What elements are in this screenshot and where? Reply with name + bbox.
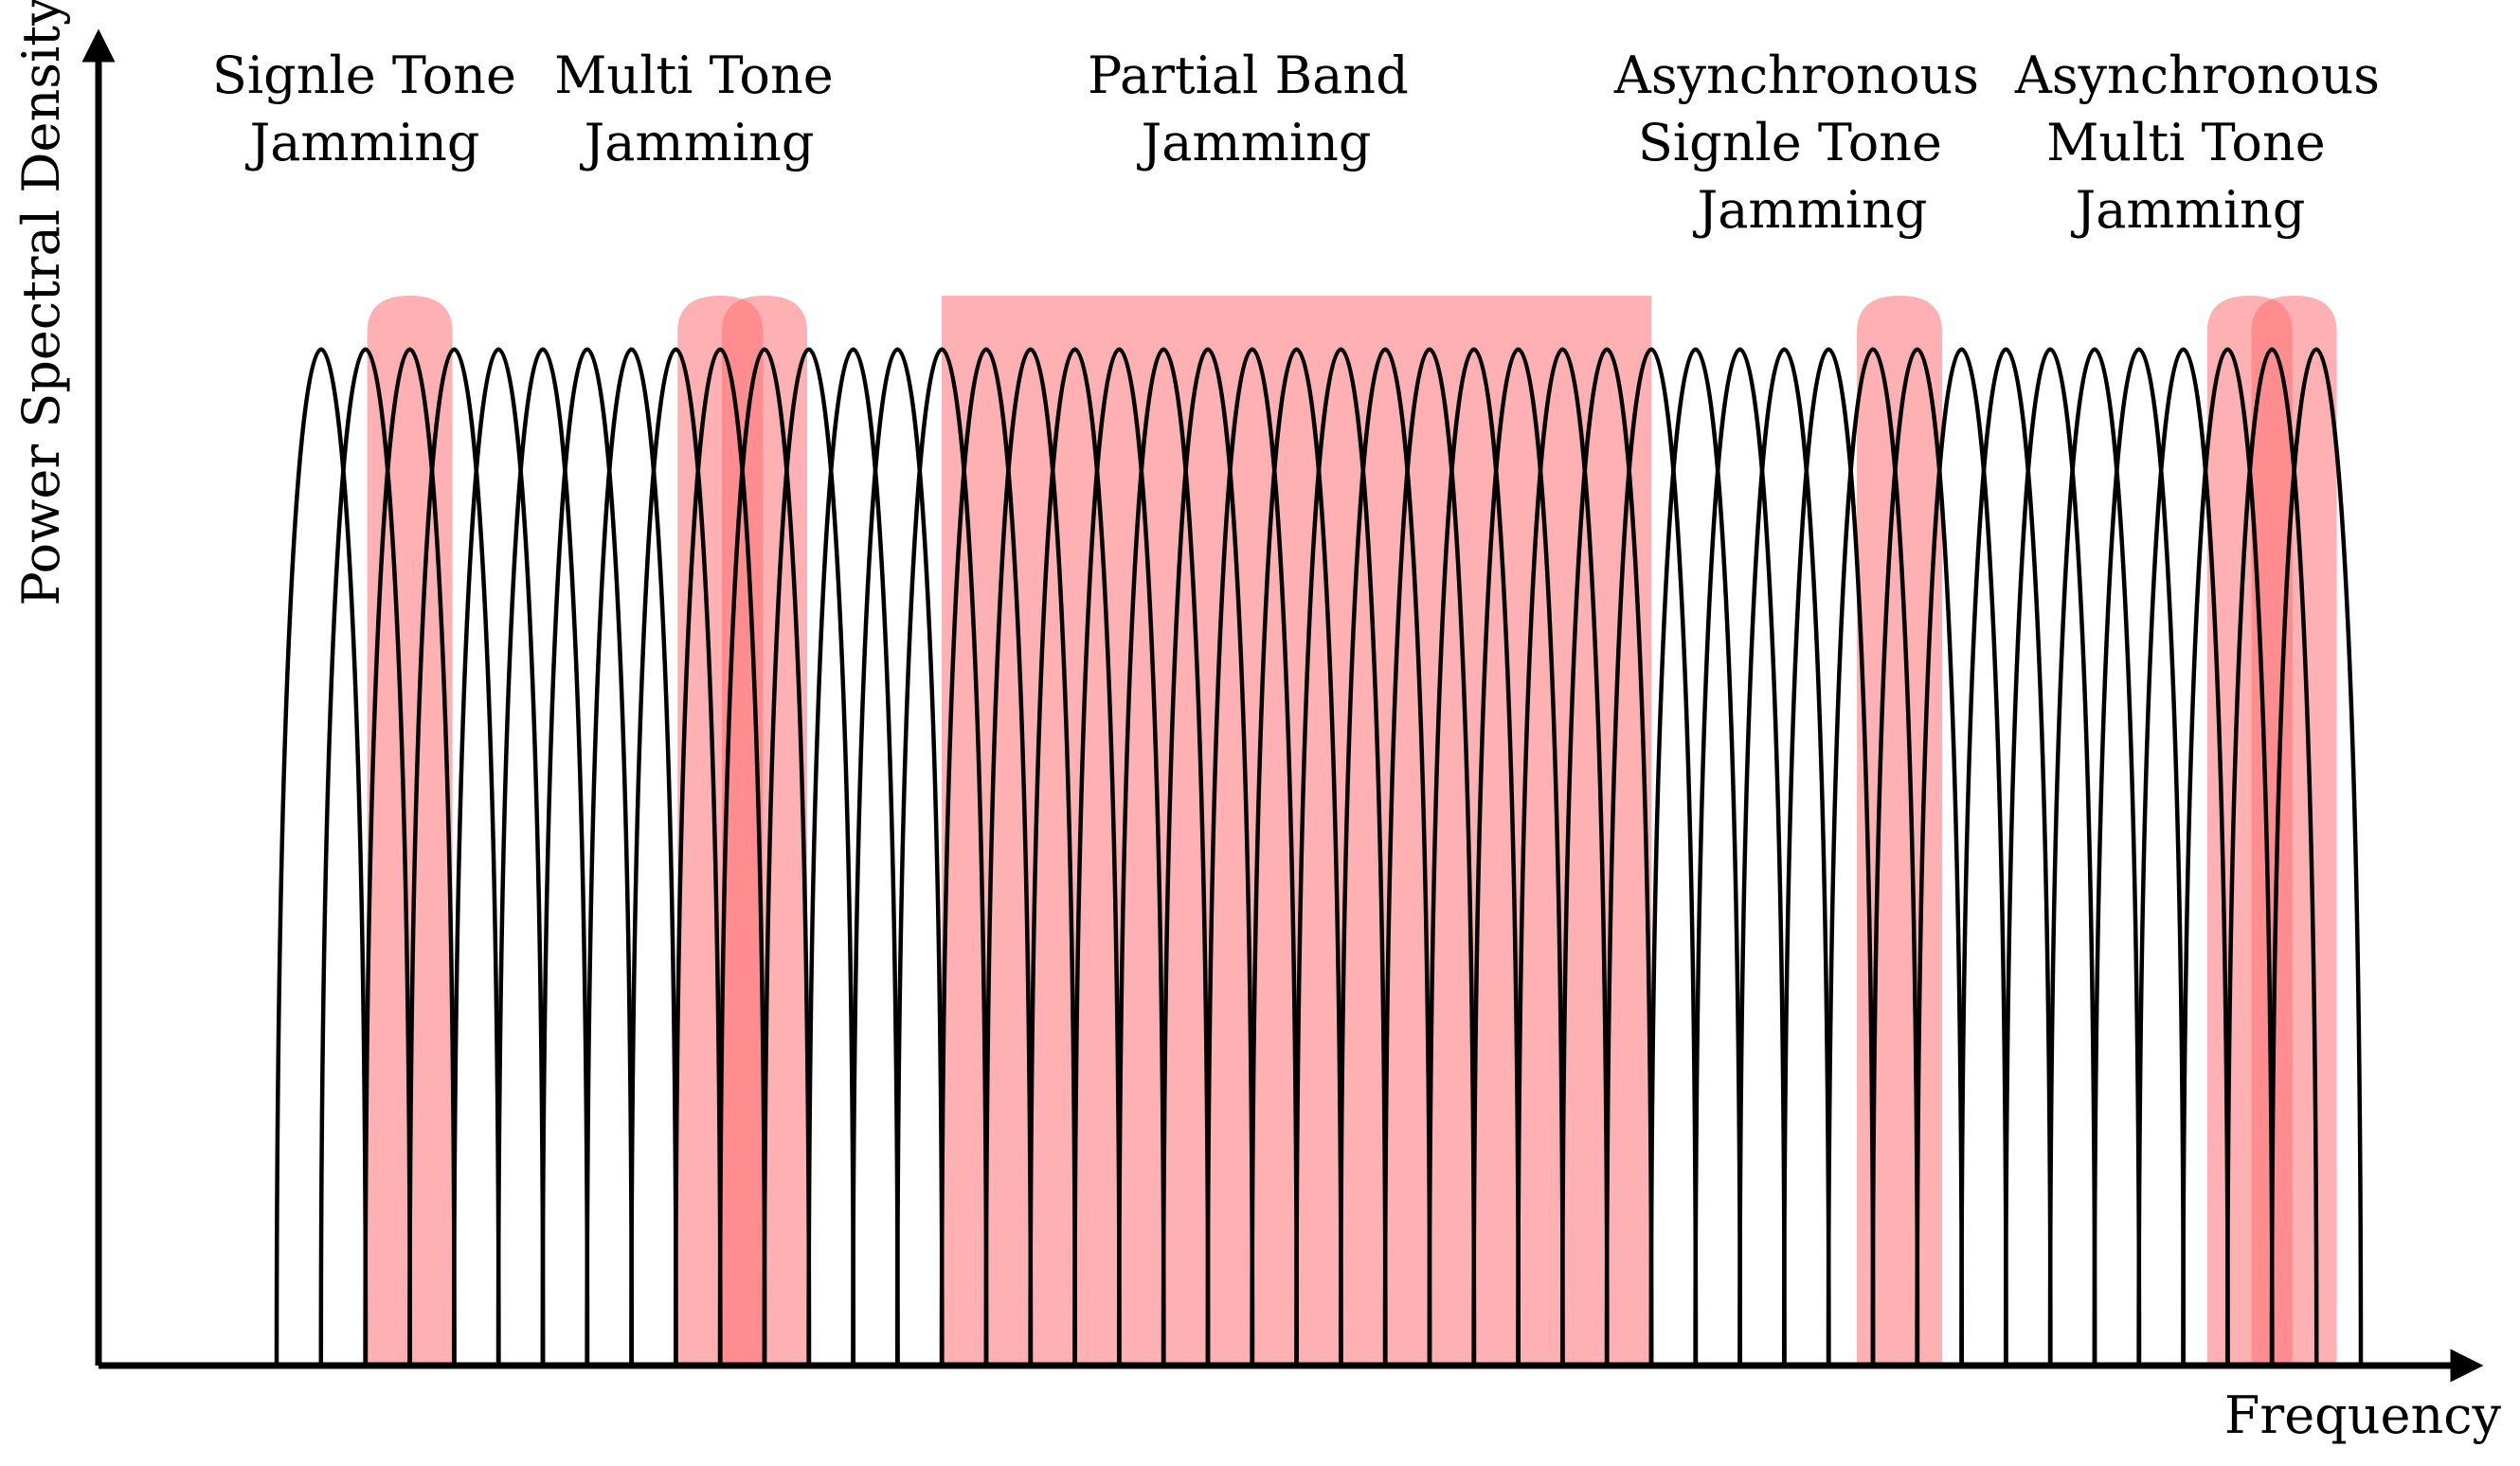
subcarrier-curve [407,347,501,1366]
subcarrier-curve [1648,347,1743,1366]
subcarrier-curve [762,347,856,1366]
subcarrier-curve [2003,347,2097,1366]
subcarrier-curve [1604,347,1699,1366]
subcarrier-curve [2181,347,2275,1366]
subcarrier-curve [1559,347,1654,1366]
label-line: Signle Tone [1638,113,1942,172]
subcarrier-curve [1205,347,1300,1366]
jamming-tone-async-single-tone [1857,296,1943,1366]
jamming-regions [367,296,2337,1366]
subcarrier-curve [274,347,369,1366]
subcarrier-curve [1382,347,1477,1366]
label-line: Jamming [2071,180,2306,240]
subcarrier-curve [2224,347,2319,1366]
subcarrier-curve [894,347,989,1366]
subcarrier-curve [1693,347,1787,1366]
subcarrier-curve [495,347,590,1366]
subcarrier-curve [673,347,767,1366]
subcarrier-curve [2269,347,2364,1366]
subcarrier-curve [1959,347,2053,1366]
subcarrier-curve [717,347,812,1366]
subcarrier-curve [1781,347,1876,1366]
label-async-multi-tone-jamming: Asynchronous Multi Tone Jamming [2014,45,2396,240]
label-line: Jamming [1137,113,1372,172]
subcarrier-curve [1826,347,1920,1366]
label-line: Multi Tone [554,45,834,105]
subcarrier-curve [363,347,457,1366]
subcarrier-curve [585,347,678,1366]
subcarrier-curve [1161,347,1255,1366]
subcarrier-curve [1516,347,1610,1366]
jamming-tone-multi-tone [722,296,807,1366]
label-line: Asynchronous [1613,45,1979,105]
label-line: Jamming [1693,180,1928,240]
subcarrier-curve [1028,347,1122,1366]
label-line: Asynchronous [2014,45,2380,105]
jamming-type-labels: Signle Tone Jamming Multi Tone Jamming P… [212,45,2396,240]
subcarrier-curve [1338,347,1432,1366]
subcarrier-curve [2092,347,2187,1366]
subcarrier-curve [983,347,1078,1366]
subcarrier-curve [1294,347,1388,1366]
label-single-tone-jamming: Signle Tone Jamming [212,45,532,172]
subcarrier-curve [1250,347,1343,1366]
subcarrier-curve [939,347,1034,1366]
subcarrier-curve [1870,347,1965,1366]
label-line: Jamming [580,113,815,172]
label-async-single-tone-jamming: Asynchronous Signle Tone Jamming [1613,45,1995,240]
subcarrier-curve [806,347,900,1366]
subcarrier-curve [1737,347,1831,1366]
y-axis-label: Power Spectral Density [11,0,71,606]
subcarrier-curve [851,347,945,1366]
label-line: Jamming [245,113,480,172]
subcarrier-curve [629,347,723,1366]
x-axis-label: Frequency [2224,1385,2502,1445]
jamming-tone-single-tone [367,296,453,1366]
subcarrier-curve [1072,347,1166,1366]
subcarrier-curves [274,347,2364,1366]
subcarrier-curve [1915,347,2008,1366]
subcarrier-curve [1427,347,1521,1366]
axes [81,28,2484,1383]
label-line: Signle Tone [212,45,516,105]
subcarrier-curve [318,347,413,1366]
label-line: Partial Band [1088,45,1409,105]
subcarrier-curve [2047,347,2142,1366]
label-partial-band-jamming: Partial Band Jamming [1088,45,1425,172]
subcarrier-curve [1116,347,1211,1366]
subcarrier-curve [2136,347,2230,1366]
subcarrier-curve [451,347,546,1366]
subcarrier-curve [1471,347,1565,1366]
label-multi-tone-jamming: Multi Tone Jamming [554,45,850,172]
subcarrier-curve [540,347,635,1366]
label-line: Multi Tone [2046,113,2326,172]
